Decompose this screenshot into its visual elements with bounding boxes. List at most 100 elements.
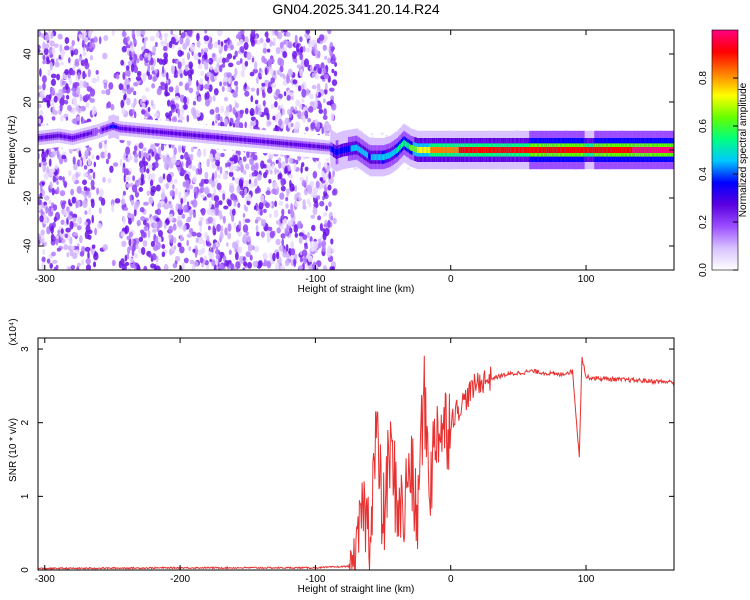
spectrogram-noise-speck	[123, 207, 129, 211]
spectrogram-noise-speck	[154, 68, 158, 74]
spectrogram-noise-speck	[199, 217, 205, 222]
spectrogram-noise-speck	[152, 215, 157, 220]
colorbar-tick-label: 0.4	[698, 167, 709, 181]
spectrogram-track-cell	[77, 134, 79, 139]
spectrogram-noise-speck	[168, 110, 173, 117]
spectrogram-noise-speck	[259, 260, 263, 267]
spectrogram-noise-speck	[170, 104, 176, 110]
spectrogram-noise-speck	[72, 217, 77, 223]
spectrogram-noise-speck	[256, 104, 262, 109]
spectrogram-noise-speck	[266, 112, 270, 121]
spectrogram-noise-speck	[204, 30, 208, 34]
spectrogram-noise-speck	[243, 42, 249, 51]
spectrogram-noise-speck	[267, 121, 272, 126]
spectrogram-noise-speck	[181, 169, 187, 174]
spectrogram-noise-speck	[287, 174, 294, 179]
spectrogram-noise-speck	[152, 228, 157, 233]
spectrogram-noise-speck	[178, 191, 182, 201]
spectrogram-noise-speck	[265, 67, 268, 76]
spectrogram-noise-speck	[126, 139, 131, 146]
spectrogram-noise-speck	[51, 78, 56, 86]
spectrogram-noise-speck	[213, 88, 219, 96]
spectrogram-noise-speck	[156, 58, 160, 63]
spectrogram-track-cell	[109, 125, 112, 129]
spectrogram-noise-speck	[246, 199, 251, 206]
spectrogram-noise-speck	[126, 88, 132, 95]
spectrogram-noise-speck	[76, 225, 82, 231]
spectrogram-x-tick-label: 0	[448, 274, 454, 285]
spectrogram-noise-speck	[141, 108, 146, 115]
snr-x-tick-label: 0	[448, 574, 454, 585]
spectrogram-noise-speck	[106, 101, 112, 109]
figure-title: GN04.2025.341.20.14.R24	[272, 1, 440, 17]
spectrogram-noise-speck	[93, 261, 97, 268]
spectrogram-noise-speck	[256, 87, 260, 96]
snr-x-tick-label: 100	[578, 574, 595, 585]
spectrogram-noise-speck	[133, 65, 138, 74]
spectrogram-track-cell	[644, 147, 646, 153]
spectrogram-noise-speck	[70, 264, 76, 270]
spectrogram-noise-speck	[261, 82, 266, 87]
spectrogram-track-cell	[328, 145, 331, 150]
spectrogram-noise-speck	[205, 91, 210, 100]
spectrogram-noise-speck	[187, 52, 190, 61]
spectrogram-noise-speck	[279, 73, 285, 78]
spectrogram-noise-speck	[91, 106, 97, 115]
spectrogram-noise-speck	[86, 146, 92, 152]
spectrogram-noise-speck	[212, 243, 216, 250]
spectrogram-noise-speck	[268, 179, 272, 184]
spectrogram-noise-speck	[173, 245, 177, 250]
spectrogram-track-cell	[338, 148, 340, 155]
spectrogram-noise-speck	[72, 107, 76, 115]
spectrogram-noise-speck	[276, 31, 283, 40]
spectrogram-noise-speck	[89, 55, 93, 61]
spectrogram-noise-speck	[323, 212, 328, 217]
spectrogram-noise-speck	[310, 39, 315, 48]
spectrogram-noise-speck	[120, 99, 124, 109]
spectrogram-noise-speck	[173, 237, 177, 244]
spectrogram-noise-speck	[183, 96, 188, 105]
spectrogram-noise-speck	[237, 246, 243, 254]
spectrogram-noise-speck	[53, 235, 56, 242]
spectrogram-noise-speck	[267, 226, 273, 232]
spectrogram-y-label: Frequency (Hz)	[7, 116, 18, 185]
spectrogram-noise-speck	[60, 115, 64, 122]
spectrogram-noise-speck	[239, 58, 243, 64]
spectrogram-noise-speck	[312, 207, 318, 216]
spectrogram-noise-speck	[310, 122, 316, 130]
spectrogram-noise-speck	[197, 249, 203, 256]
spectrogram-track-cell	[656, 147, 658, 153]
spectrogram-noise-speck	[133, 98, 137, 106]
spectrogram-noise-speck	[175, 160, 181, 166]
spectrogram-noise-speck	[326, 249, 332, 258]
spectrogram-noise-speck	[38, 240, 41, 245]
spectrogram-track-cell	[453, 147, 455, 153]
spectrogram-noise-speck	[190, 43, 196, 52]
spectrogram-track-cell	[659, 147, 661, 153]
spectrogram-noise-speck	[65, 116, 69, 121]
spectrogram-noise-speck	[249, 108, 255, 117]
spectrogram-noise-speck	[317, 161, 322, 167]
spectrogram-noise-speck	[281, 222, 284, 230]
spectrogram-noise-speck	[85, 224, 91, 233]
spectrogram-noise-speck	[212, 225, 216, 234]
spectrogram-noise-speck	[321, 126, 324, 135]
spectrogram-noise-speck	[61, 238, 66, 244]
spectrogram-noise-speck	[84, 149, 89, 158]
spectrogram-noise-speck	[269, 201, 273, 208]
spectrogram-noise-speck	[285, 253, 290, 259]
spectrogram-noise-speck	[219, 166, 223, 175]
spectrogram-noise-speck	[206, 235, 210, 242]
spectrogram-track-cell	[499, 147, 501, 153]
spectrogram-track-cell	[188, 132, 190, 137]
spectrogram-noise-speck	[265, 31, 269, 40]
spectrogram-noise-speck	[125, 176, 131, 181]
spectrogram-track-cell	[351, 145, 354, 152]
spectrogram-noise-speck	[235, 251, 239, 261]
spectrogram-noise-speck	[191, 231, 197, 237]
spectrogram-noise-speck	[181, 213, 186, 219]
spectrogram-noise-speck	[244, 121, 247, 129]
spectrogram-noise-speck	[183, 204, 189, 213]
spectrogram-noise-speck	[280, 233, 286, 239]
spectrogram-noise-speck	[330, 215, 334, 221]
